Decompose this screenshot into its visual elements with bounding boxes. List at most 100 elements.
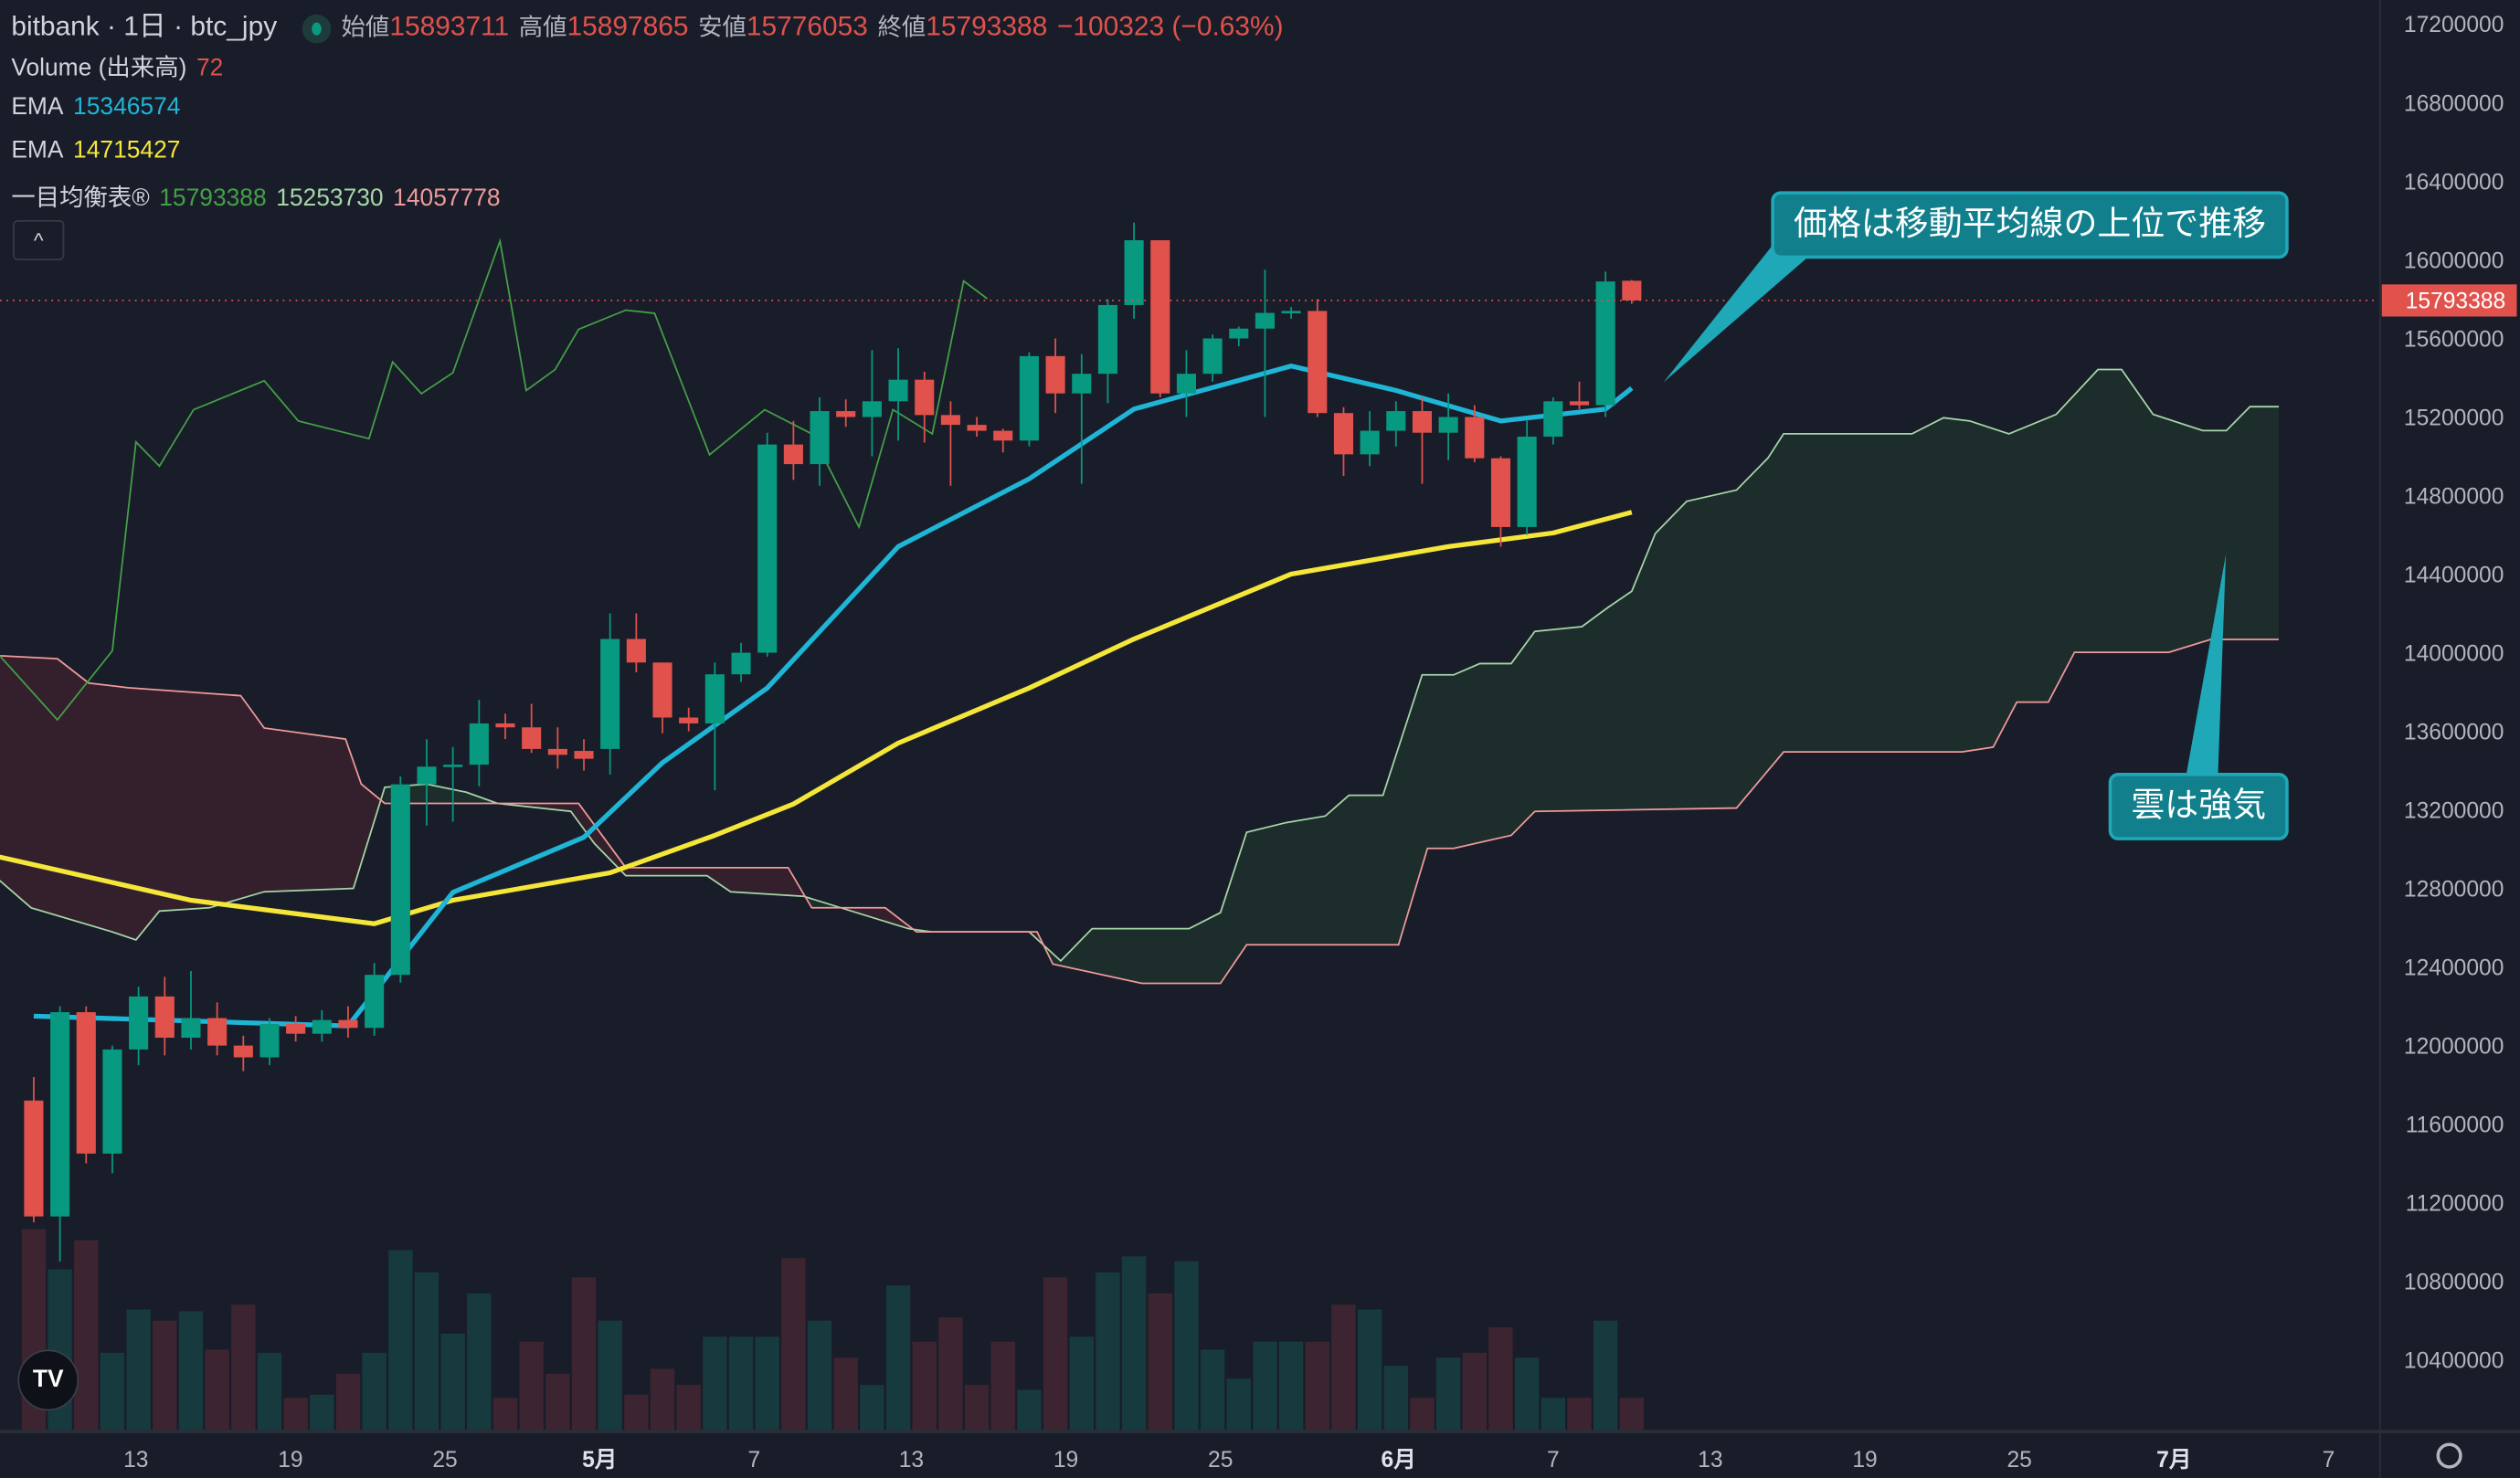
- time-tick-label: 25: [1208, 1448, 1233, 1473]
- symbol-legend[interactable]: bitbank · 1日 · btc_jpy 始値15893711 高値158978…: [11, 4, 1293, 44]
- candle-body: [783, 444, 803, 465]
- current-price-tag: [2381, 284, 2517, 317]
- ema-fast-label: EMA: [11, 93, 64, 121]
- volume-bar: [1226, 1378, 1251, 1430]
- price-axis[interactable]: 17200000 16800000 16400000 16000000 15600000…: [2404, 13, 2504, 1373]
- volume-bar: [571, 1277, 597, 1430]
- volume-bar: [335, 1373, 361, 1430]
- time-tick-label: 13: [1698, 1448, 1722, 1473]
- candle-body: [365, 975, 385, 1029]
- volume-legend[interactable]: Volume (出来高) 72: [11, 50, 233, 84]
- high-value: 15897865: [566, 11, 689, 42]
- price-tick-label: 12800000: [2404, 877, 2504, 902]
- candle-body: [1438, 417, 1458, 433]
- candle-body: [600, 639, 620, 749]
- candle-body: [286, 1023, 306, 1034]
- cloud-note-callout[interactable]: 雲は強気: [2108, 773, 2289, 840]
- close-label: 終値: [877, 14, 926, 42]
- volume-bar: [703, 1336, 727, 1430]
- candle-body: [1360, 430, 1380, 455]
- volume-bar: [1278, 1341, 1304, 1430]
- volume-bar: [1514, 1357, 1540, 1430]
- candle-body: [652, 662, 672, 718]
- candle-body: [1281, 311, 1301, 314]
- volume-bar: [1200, 1349, 1225, 1430]
- volume-bar: [964, 1385, 990, 1430]
- volume-bar: [885, 1285, 911, 1430]
- candle-body: [1097, 304, 1117, 375]
- volume-value: 72: [196, 54, 224, 82]
- time-tick-label: 7: [748, 1448, 761, 1473]
- volume-bar: [205, 1349, 229, 1430]
- candle-body: [443, 765, 463, 767]
- price-tick-label: 11600000: [2406, 1113, 2504, 1137]
- price-tick-label: 10400000: [2404, 1348, 2504, 1373]
- candle-body: [76, 1012, 96, 1154]
- volume-bar: [1253, 1341, 1277, 1430]
- volume-bar: [519, 1341, 544, 1430]
- settings-gear-icon[interactable]: [2436, 1442, 2462, 1469]
- price-tick-label: 16400000: [2404, 170, 2504, 195]
- price-tick-label: 10800000: [2404, 1270, 2504, 1294]
- ichimoku-legend[interactable]: 一目均衡表® 15793388 15253730 14057778: [11, 180, 510, 214]
- low-value: 15776053: [746, 11, 868, 42]
- volume-bar: [676, 1385, 701, 1430]
- volume-bar: [1357, 1309, 1382, 1430]
- candle-body: [1176, 374, 1196, 394]
- time-tick-label: 7月: [2156, 1448, 2191, 1473]
- volume-bar: [1619, 1398, 1645, 1430]
- volume-bar: [74, 1240, 99, 1430]
- candle-body: [469, 723, 489, 765]
- candle-body: [1465, 417, 1485, 459]
- time-tick-label: 13: [899, 1448, 924, 1473]
- tradingview-logo[interactable]: TV: [17, 1349, 79, 1411]
- price-note-callout[interactable]: 価格は移動平均線の上位で推移: [1771, 191, 2289, 259]
- candle-body: [1622, 280, 1642, 301]
- volume-bar: [1148, 1293, 1172, 1430]
- ema-slow-value: 14715427: [73, 136, 181, 164]
- volume-bar: [938, 1317, 963, 1430]
- candle-body: [836, 411, 856, 417]
- volume-bar: [1435, 1357, 1461, 1430]
- ema-slow-label: EMA: [11, 136, 64, 164]
- candle-body: [1019, 355, 1039, 441]
- volume-bar: [283, 1398, 308, 1430]
- volume-bar: [1305, 1341, 1329, 1430]
- candle-body: [1543, 401, 1563, 438]
- candle-body: [679, 717, 699, 723]
- time-tick-label: 19: [278, 1448, 302, 1473]
- current-price-label: 15793388: [2406, 290, 2506, 314]
- candle-body: [574, 751, 594, 759]
- volume-bar: [650, 1368, 675, 1430]
- ema-slow-legend[interactable]: EMA 14715427: [11, 137, 190, 164]
- candle-body: [1124, 239, 1144, 305]
- volume-bar: [492, 1398, 518, 1430]
- ema-fast-value: 15346574: [73, 93, 181, 121]
- volume-bar: [1410, 1398, 1435, 1430]
- candle-body: [24, 1100, 44, 1217]
- collapse-legend-button[interactable]: ^: [13, 219, 65, 260]
- open-label: 始値: [341, 14, 390, 42]
- symbol-title[interactable]: bitbank · 1日 · btc_jpy: [11, 11, 278, 42]
- candle-body: [915, 379, 935, 416]
- ema-fast-legend[interactable]: EMA 15346574: [11, 93, 190, 121]
- candle-body: [888, 379, 908, 402]
- time-tick-label: 19: [1054, 1448, 1078, 1473]
- volume-bar: [100, 1352, 125, 1430]
- candle-body: [993, 430, 1013, 441]
- candle-body: [1595, 281, 1615, 406]
- time-axis[interactable]: 13 19 25 5月 7 13 19 25 6月 7 13 19 25 7月 7: [123, 1448, 2335, 1473]
- price-tick-label: 12400000: [2404, 955, 2504, 980]
- ichimoku-senkou-a-value: 15253730: [276, 185, 384, 213]
- price-tick-label: 15200000: [2404, 406, 2504, 430]
- volume-bar: [728, 1336, 754, 1430]
- volume-bar: [1567, 1398, 1592, 1430]
- candle-body: [207, 1018, 228, 1046]
- price-tick-label: 13200000: [2404, 798, 2504, 823]
- price-tick-label: 17200000: [2404, 13, 2504, 37]
- candle-body: [1569, 401, 1590, 406]
- volume-bar: [990, 1341, 1015, 1430]
- volume-bar: [1593, 1320, 1618, 1430]
- candle-body: [940, 415, 960, 426]
